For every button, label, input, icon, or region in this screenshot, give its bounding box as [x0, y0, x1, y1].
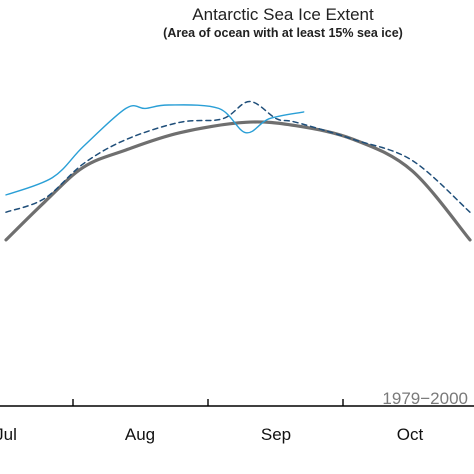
x-tick-label: Oct [397, 425, 424, 444]
chart-subtitle: (Area of ocean with at least 15% sea ice… [163, 26, 403, 40]
x-tick-label: Sep [261, 425, 291, 444]
series-line-1979-2000 [4, 120, 472, 242]
x-tick-label: Jul [0, 425, 17, 444]
series-line-current [5, 104, 305, 196]
chart-title: Antarctic Sea Ice Extent [192, 5, 374, 24]
x-tick-label: Aug [125, 425, 155, 444]
series-group [4, 100, 472, 242]
x-axis [0, 399, 474, 407]
series-line-dashed [5, 100, 471, 213]
x-tick-labels: Jul Aug Sep Oct [0, 425, 423, 444]
legend-label-baseline: 1979−2000 [382, 389, 468, 408]
